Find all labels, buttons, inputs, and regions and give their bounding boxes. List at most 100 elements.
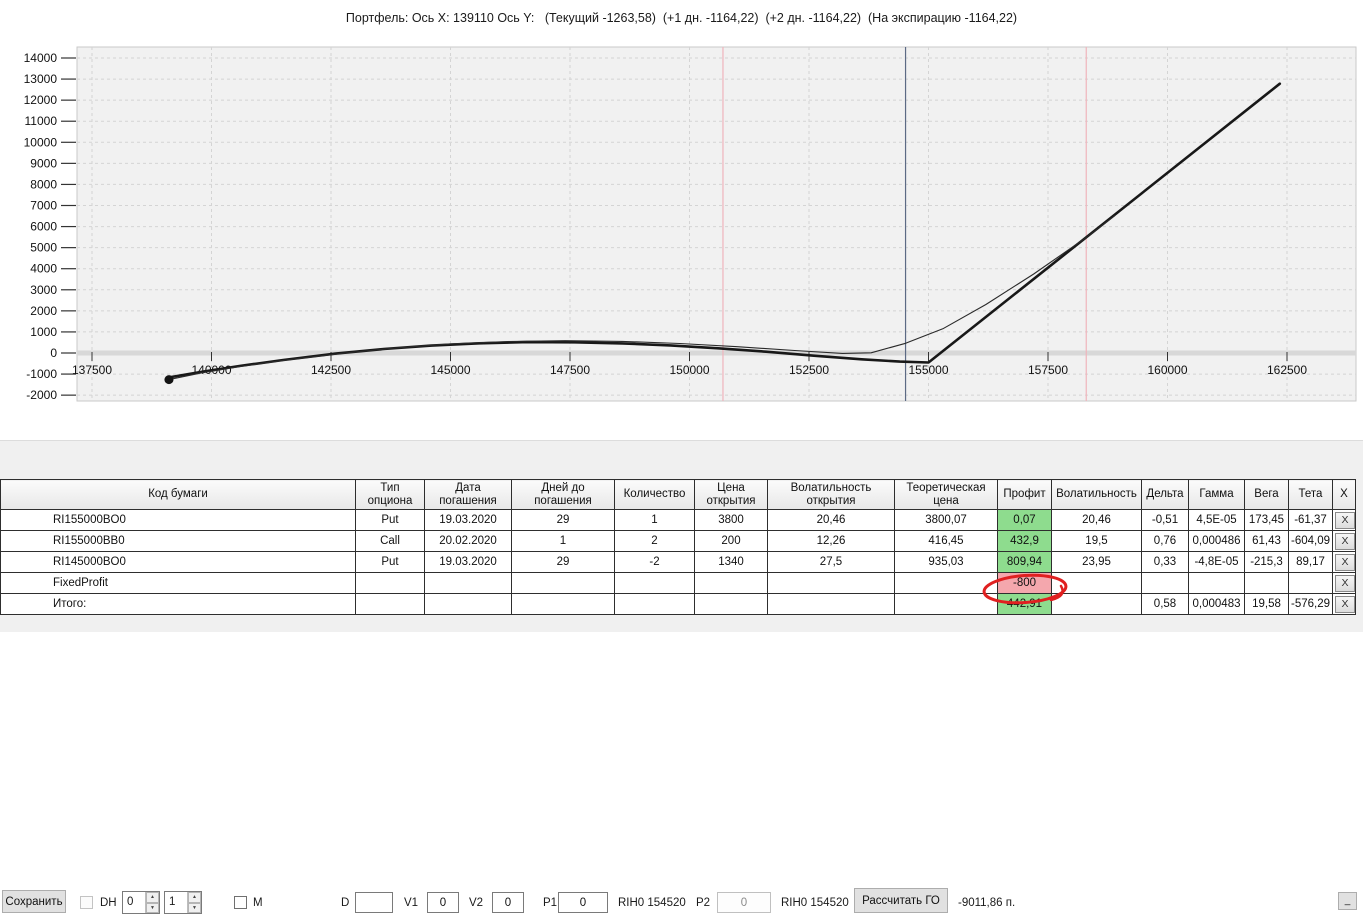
column-header[interactable]: Тип опциона <box>355 479 425 510</box>
table-cell[interactable] <box>511 572 615 594</box>
table-cell[interactable] <box>767 593 895 615</box>
table-cell[interactable]: Put <box>355 509 425 531</box>
profit-cell[interactable]: 0,07 <box>997 509 1052 531</box>
spinner-up-icon[interactable]: ▲ <box>188 892 201 903</box>
table-cell[interactable]: 3800,07 <box>894 509 998 531</box>
column-header[interactable]: Тета <box>1288 479 1333 510</box>
column-header[interactable]: Количество <box>614 479 695 510</box>
table-cell[interactable] <box>894 572 998 594</box>
dh-checkbox[interactable] <box>80 896 93 909</box>
table-cell[interactable] <box>1244 572 1289 594</box>
spinner-down-icon[interactable]: ▼ <box>146 902 159 913</box>
table-cell[interactable]: -604,09 <box>1288 530 1333 552</box>
table-cell[interactable]: -215,3 <box>1244 551 1289 573</box>
table-cell[interactable]: 3800 <box>694 509 768 531</box>
table-cell[interactable] <box>355 572 425 594</box>
table-cell[interactable] <box>767 572 895 594</box>
profit-cell[interactable]: 442,91 <box>997 593 1052 615</box>
table-cell[interactable]: 29 <box>511 509 615 531</box>
column-header[interactable]: Волатильность открытия <box>767 479 895 510</box>
table-cell[interactable]: 19.03.2020 <box>424 509 512 531</box>
table-cell[interactable]: 0,33 <box>1141 551 1189 573</box>
table-cell[interactable] <box>424 593 512 615</box>
minimize-button[interactable]: _ <box>1338 892 1357 910</box>
table-cell[interactable] <box>614 593 695 615</box>
table-cell[interactable]: 0,76 <box>1141 530 1189 552</box>
table-cell[interactable]: 19,58 <box>1244 593 1289 615</box>
table-cell[interactable]: 935,03 <box>894 551 998 573</box>
p1-input[interactable] <box>558 892 608 913</box>
column-header[interactable]: Теоретическая цена <box>894 479 998 510</box>
table-cell[interactable]: 89,17 <box>1288 551 1333 573</box>
security-code-cell[interactable]: RI155000BO0 <box>0 509 356 531</box>
column-header[interactable]: Дней до погашения <box>511 479 615 510</box>
column-header[interactable]: Гамма <box>1188 479 1245 510</box>
table-cell[interactable]: 23,95 <box>1051 551 1142 573</box>
m-checkbox[interactable] <box>234 896 247 909</box>
column-header[interactable]: Профит <box>997 479 1052 510</box>
table-cell[interactable] <box>355 593 425 615</box>
table-cell[interactable]: 29 <box>511 551 615 573</box>
table-cell[interactable] <box>424 572 512 594</box>
column-header[interactable]: X <box>1332 479 1356 510</box>
table-cell[interactable] <box>1288 572 1333 594</box>
table-cell[interactable]: 19.03.2020 <box>424 551 512 573</box>
table-cell[interactable] <box>694 593 768 615</box>
table-cell[interactable]: 0,000486 <box>1188 530 1245 552</box>
table-cell[interactable]: 12,26 <box>767 530 895 552</box>
save-button[interactable]: Сохранить <box>2 890 66 913</box>
table-cell[interactable]: 19,5 <box>1051 530 1142 552</box>
v2-input[interactable] <box>492 892 524 913</box>
table-cell[interactable] <box>511 593 615 615</box>
table-cell[interactable]: -2 <box>614 551 695 573</box>
table-cell[interactable]: 61,43 <box>1244 530 1289 552</box>
table-cell[interactable]: 1 <box>614 509 695 531</box>
table-cell[interactable] <box>1141 572 1189 594</box>
column-header[interactable]: Цена открытия <box>694 479 768 510</box>
calc-go-button[interactable]: Рассчитать ГО <box>854 888 948 913</box>
remove-row-button[interactable]: X <box>1335 595 1355 613</box>
remove-row-button[interactable]: X <box>1335 553 1355 571</box>
column-header[interactable]: Дельта <box>1141 479 1189 510</box>
v1-input[interactable] <box>427 892 459 913</box>
table-cell[interactable] <box>1051 572 1142 594</box>
remove-row-button[interactable]: X <box>1335 511 1355 529</box>
table-cell[interactable]: Call <box>355 530 425 552</box>
step-spinner[interactable]: 1 ▲ ▼ <box>164 891 202 914</box>
column-header[interactable]: Вега <box>1244 479 1289 510</box>
d-input[interactable] <box>355 892 393 913</box>
security-code-cell[interactable]: FixedProfit <box>0 572 356 594</box>
security-code-cell[interactable]: Итого: <box>0 593 356 615</box>
table-cell[interactable]: 20,46 <box>767 509 895 531</box>
remove-row-button[interactable]: X <box>1335 532 1355 550</box>
table-cell[interactable]: 2 <box>614 530 695 552</box>
table-cell[interactable]: -4,8E-05 <box>1188 551 1245 573</box>
table-cell[interactable] <box>894 593 998 615</box>
table-cell[interactable]: 20,46 <box>1051 509 1142 531</box>
table-cell[interactable]: Put <box>355 551 425 573</box>
table-cell[interactable] <box>1051 593 1142 615</box>
table-cell[interactable]: 200 <box>694 530 768 552</box>
column-header[interactable]: Дата погашения <box>424 479 512 510</box>
table-cell[interactable]: 1 <box>511 530 615 552</box>
table-cell[interactable]: 173,45 <box>1244 509 1289 531</box>
spinner-up-icon[interactable]: ▲ <box>146 892 159 903</box>
table-cell[interactable]: -0,51 <box>1141 509 1189 531</box>
table-cell[interactable]: -576,29 <box>1288 593 1333 615</box>
table-cell[interactable]: 0,58 <box>1141 593 1189 615</box>
spinner-down-icon[interactable]: ▼ <box>188 902 201 913</box>
table-cell[interactable] <box>1188 572 1245 594</box>
table-cell[interactable] <box>694 572 768 594</box>
column-header[interactable]: Волатильность <box>1051 479 1142 510</box>
remove-row-button[interactable]: X <box>1335 574 1355 592</box>
profit-cell[interactable]: 432,9 <box>997 530 1052 552</box>
table-cell[interactable]: -61,37 <box>1288 509 1333 531</box>
table-cell[interactable] <box>614 572 695 594</box>
table-cell[interactable]: 4,5E-05 <box>1188 509 1245 531</box>
security-code-cell[interactable]: RI155000BB0 <box>0 530 356 552</box>
table-cell[interactable]: 27,5 <box>767 551 895 573</box>
profit-cell[interactable]: 809,94 <box>997 551 1052 573</box>
column-header[interactable]: Код бумаги <box>0 479 356 510</box>
profit-cell[interactable]: -800 <box>997 572 1052 594</box>
security-code-cell[interactable]: RI145000BO0 <box>0 551 356 573</box>
